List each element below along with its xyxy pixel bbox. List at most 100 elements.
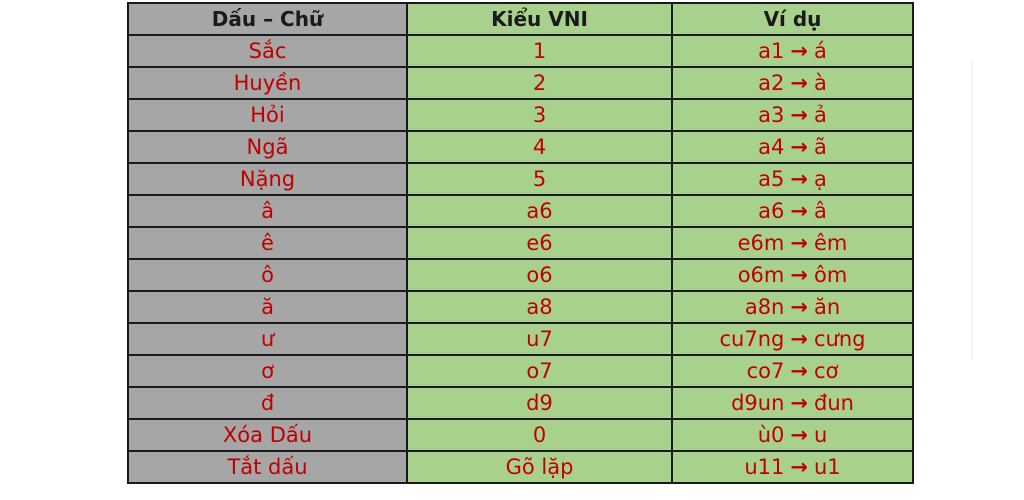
table-row: Xóa Dấu 0 ù0 → u: [127, 418, 914, 452]
cell-mark: ă: [127, 290, 408, 324]
cell-example: d9un → đun: [671, 386, 914, 420]
example-input: a8n: [744, 295, 785, 319]
table-row: Nặng 5 a5 → ạ: [127, 162, 914, 196]
example-input: a1: [758, 39, 785, 63]
table-header-row: Dấu – Chữ Kiểu VNI Ví dụ: [127, 2, 914, 36]
cell-example: a3 → ả: [671, 98, 914, 132]
cell-mark: ơ: [127, 354, 408, 388]
cell-vni-key: 5: [406, 162, 673, 196]
cell-mark: ô: [127, 258, 408, 292]
cell-example: a4 → ã: [671, 130, 914, 164]
example-output: u: [813, 423, 828, 447]
example-input: a4: [758, 135, 785, 159]
vni-typing-table: Dấu – Chữ Kiểu VNI Ví dụ Sắc 1 a1 → á Huyền 2 a…: [127, 2, 914, 484]
arrow-right-icon: →: [790, 263, 808, 287]
cell-example: ù0 → u: [671, 418, 914, 452]
example-input: a6: [758, 199, 785, 223]
cell-vni-key: 2: [406, 66, 673, 100]
header-vni: Kiểu VNI: [406, 2, 673, 36]
example-output: ạ: [813, 167, 827, 191]
cell-mark: Xóa Dấu: [127, 418, 408, 452]
cell-mark: Huyền: [127, 66, 408, 100]
cell-example: a5 → ạ: [671, 162, 914, 196]
table-row: ô o6 o6m → ôm: [127, 258, 914, 292]
example-output: ăn: [813, 295, 841, 319]
table-row: Tắt dấu Gõ lặp u11 → u1: [127, 450, 914, 484]
cell-vni-key: o6: [406, 258, 673, 292]
example-output: cưng: [813, 327, 866, 351]
header-example: Ví dụ: [671, 2, 914, 36]
cell-mark: đ: [127, 386, 408, 420]
arrow-right-icon: →: [790, 455, 808, 479]
example-input: e6m: [737, 231, 785, 255]
arrow-right-icon: →: [790, 391, 808, 415]
arrow-right-icon: →: [790, 135, 808, 159]
example-output: đun: [813, 391, 854, 415]
cell-mark: Ngã: [127, 130, 408, 164]
table-row: Hỏi 3 a3 → ả: [127, 98, 914, 132]
table-row: â a6 a6 → â: [127, 194, 914, 228]
example-output: à: [813, 71, 827, 95]
example-input: a3: [758, 103, 785, 127]
cell-example: o6m → ôm: [671, 258, 914, 292]
table-row: ơ o7 co7 → cơ: [127, 354, 914, 388]
table-row: Huyền 2 a2 → à: [127, 66, 914, 100]
cell-vni-key: u7: [406, 322, 673, 356]
example-output: ả: [813, 103, 827, 127]
table-body: Sắc 1 a1 → á Huyền 2 a2 → à Hỏi 3 a3 → ả Ngã 4 a4 → ã Nặng 5 a…: [127, 34, 914, 484]
cell-example: a1 → á: [671, 34, 914, 68]
cell-vni-key: 4: [406, 130, 673, 164]
example-output: u1: [813, 455, 841, 479]
arrow-right-icon: →: [790, 231, 808, 255]
cell-example: a8n → ăn: [671, 290, 914, 324]
example-input: a5: [758, 167, 785, 191]
vni-table-container: Dấu – Chữ Kiểu VNI Ví dụ Sắc 1 a1 → á Huyền 2 a…: [127, 2, 914, 484]
table-row: Ngã 4 a4 → ã: [127, 130, 914, 164]
example-input: cu7ng: [719, 327, 785, 351]
table-row: ă a8 a8n → ăn: [127, 290, 914, 324]
example-output: êm: [813, 231, 848, 255]
cell-example: a6 → â: [671, 194, 914, 228]
arrow-right-icon: →: [790, 103, 808, 127]
example-input: o6m: [737, 263, 785, 287]
arrow-right-icon: →: [790, 327, 808, 351]
example-input: a2: [758, 71, 785, 95]
header-mark: Dấu – Chữ: [127, 2, 408, 36]
cell-example: co7 → cơ: [671, 354, 914, 388]
cell-vni-key: d9: [406, 386, 673, 420]
cell-vni-key: 3: [406, 98, 673, 132]
table-row: ư u7 cu7ng → cưng: [127, 322, 914, 356]
cell-example: e6m → êm: [671, 226, 914, 260]
arrow-right-icon: →: [790, 423, 808, 447]
background-divider: [971, 60, 973, 360]
example-input: d9un: [731, 391, 785, 415]
example-output: ã: [813, 135, 827, 159]
example-output: â: [813, 199, 827, 223]
cell-vni-key: 0: [406, 418, 673, 452]
cell-vni-key: a6: [406, 194, 673, 228]
example-output: cơ: [813, 359, 839, 383]
cell-mark: Nặng: [127, 162, 408, 196]
cell-vni-key: o7: [406, 354, 673, 388]
cell-mark: ê: [127, 226, 408, 260]
cell-mark: â: [127, 194, 408, 228]
cell-example: a2 → à: [671, 66, 914, 100]
arrow-right-icon: →: [790, 359, 808, 383]
arrow-right-icon: →: [790, 71, 808, 95]
cell-mark: Hỏi: [127, 98, 408, 132]
arrow-right-icon: →: [790, 295, 808, 319]
example-input: u11: [744, 455, 785, 479]
table-row: Sắc 1 a1 → á: [127, 34, 914, 68]
arrow-right-icon: →: [790, 199, 808, 223]
table-row: đ d9 d9un → đun: [127, 386, 914, 420]
example-input: co7: [746, 359, 785, 383]
cell-vni-key: a8: [406, 290, 673, 324]
example-output: ôm: [813, 263, 848, 287]
cell-vni-key: 1: [406, 34, 673, 68]
example-output: á: [813, 39, 827, 63]
cell-mark: Sắc: [127, 34, 408, 68]
cell-mark: Tắt dấu: [127, 450, 408, 484]
cell-example: cu7ng → cưng: [671, 322, 914, 356]
arrow-right-icon: →: [790, 39, 808, 63]
cell-vni-key: Gõ lặp: [406, 450, 673, 484]
